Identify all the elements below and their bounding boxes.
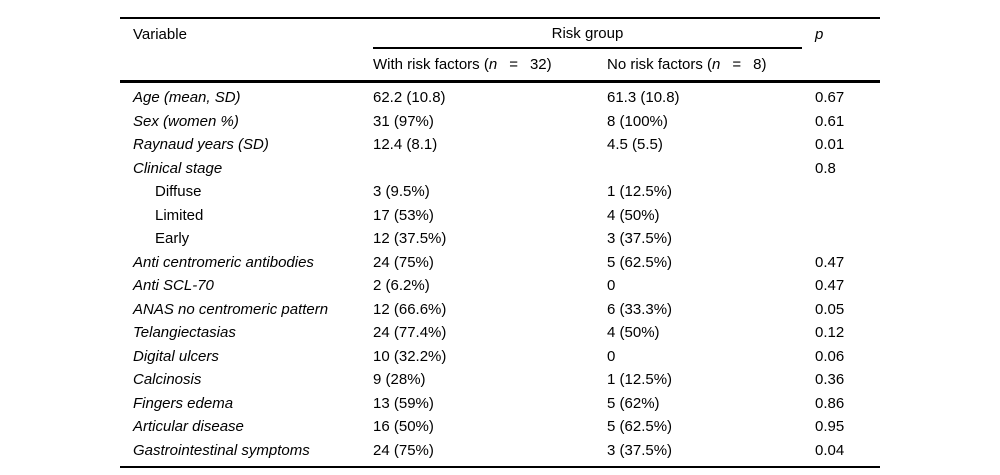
n-count: 8): [753, 56, 767, 73]
equals-sign: =: [732, 56, 742, 73]
no-risk-value: 3 (37.5%): [607, 230, 673, 248]
with-risk-value: 31 (97%): [373, 112, 434, 130]
row-label: Diffuse: [155, 183, 202, 201]
risk-group-spanner-header: Risk group: [373, 19, 802, 49]
table-row: Diffuse 3 (9.5%) 1 (12.5%): [120, 180, 880, 204]
no-risk-value: 4 (50%): [607, 324, 660, 342]
n-symbol: n: [488, 56, 498, 73]
table-row: Gastrointestinal symptoms 24 (75%) 3 (37…: [120, 439, 880, 463]
table-subheader-row: With risk factors (n = 32) No risk factors…: [120, 49, 880, 83]
table-row: Calcinosis 9 (28%) 1 (12.5%) 0.36: [120, 368, 880, 392]
table-row: Fingers edema 13 (59%) 5 (62%) 0.86: [120, 392, 880, 416]
p-value: 0.04: [815, 441, 845, 459]
with-risk-value: 2 (6.2%): [373, 277, 430, 295]
with-risk-value: 12 (37.5%): [373, 230, 447, 248]
with-risk-value: 10 (32.2%): [373, 347, 447, 365]
row-label: Sex (women %): [133, 112, 239, 130]
p-value: 0.86: [815, 394, 845, 412]
with-risk-label-text: With risk factors (: [373, 56, 489, 73]
table-header-row: Variable Risk group p: [120, 19, 880, 49]
row-label: Limited: [155, 206, 204, 224]
table-body: Age (mean, SD) 62.2 (10.8) 61.3 (10.8) 0…: [120, 83, 880, 468]
no-risk-value: 61.3 (10.8): [607, 89, 680, 107]
with-risk-value: 12 (66.6%): [373, 300, 447, 318]
n-count: 32): [529, 56, 552, 73]
table-row: Anti SCL-70 2 (6.2%) 0 0.47: [120, 274, 880, 298]
n-symbol: n: [712, 56, 721, 73]
table-row: Digital ulcers 10 (32.2%) 0 0.06: [120, 345, 880, 369]
variable-column-header: Variable: [133, 25, 187, 43]
p-value: 0.06: [815, 347, 845, 365]
with-risk-value: 9 (28%): [373, 371, 426, 389]
with-risk-value: 62.2 (10.8): [373, 89, 446, 107]
with-risk-value: 16 (50%): [373, 418, 434, 436]
table-row: Anti centromeric antibodies 24 (75%) 5 (…: [120, 251, 880, 275]
p-value: 0.61: [815, 112, 845, 130]
table-row: ANAS no centromeric pattern 12 (66.6%) 6…: [120, 298, 880, 322]
with-risk-value: 24 (75%): [373, 253, 434, 271]
with-risk-factors-column-header: With risk factors (n = 32): [373, 56, 607, 73]
row-label: Raynaud years (SD): [133, 136, 269, 154]
no-risk-value: 1 (12.5%): [607, 183, 673, 201]
no-risk-value: 5 (62.5%): [607, 253, 673, 271]
p-value: 0.05: [815, 300, 845, 318]
with-risk-value: 12.4 (8.1): [373, 136, 438, 154]
row-label: Articular disease: [133, 418, 244, 436]
p-column-header: p: [815, 25, 824, 43]
table-row: Articular disease 16 (50%) 5 (62.5%) 0.9…: [120, 415, 880, 439]
equals-sign: =: [509, 56, 518, 73]
table-row: Telangiectasias 24 (77.4%) 4 (50%) 0.12: [120, 321, 880, 345]
row-label: Fingers edema: [133, 394, 234, 412]
no-risk-value: 5 (62.5%): [607, 418, 673, 436]
row-label: Early: [155, 230, 190, 248]
row-label: Digital ulcers: [133, 347, 219, 365]
no-risk-value: 5 (62%): [607, 394, 660, 412]
no-risk-value: 0: [607, 347, 616, 365]
no-risk-value: 3 (37.5%): [607, 441, 673, 459]
no-risk-value: 4 (50%): [607, 206, 660, 224]
with-risk-value: 24 (75%): [373, 441, 434, 459]
p-value: 0.8: [815, 159, 836, 177]
p-value: 0.01: [815, 136, 845, 154]
table-row: Sex (women %) 31 (97%) 8 (100%) 0.61: [120, 110, 880, 134]
no-risk-value: 0: [607, 277, 616, 295]
p-value: 0.67: [815, 89, 845, 107]
p-value: 0.95: [815, 418, 845, 436]
table-row: Clinical stage 0.8: [120, 157, 880, 181]
risk-group-table: Variable Risk group p With risk factors …: [120, 17, 880, 468]
table-row: Early 12 (37.5%) 3 (37.5%): [120, 227, 880, 251]
table-row: Raynaud years (SD) 12.4 (8.1) 4.5 (5.5) …: [120, 133, 880, 157]
no-risk-label-text: No risk factors (: [607, 56, 713, 73]
no-risk-value: 8 (100%): [607, 112, 668, 130]
with-risk-value: 24 (77.4%): [373, 324, 447, 342]
row-label: Clinical stage: [133, 159, 223, 177]
no-risk-factors-column-header: No risk factors (n = 8): [607, 56, 815, 73]
no-risk-value: 6 (33.3%): [607, 300, 673, 318]
p-value: 0.12: [815, 324, 845, 342]
row-label: Gastrointestinal symptoms: [133, 441, 310, 459]
row-label: Calcinosis: [133, 371, 202, 389]
row-label: ANAS no centromeric pattern: [133, 300, 329, 318]
with-risk-value: 17 (53%): [373, 206, 434, 224]
p-value: 0.47: [815, 277, 845, 295]
table-row: Age (mean, SD) 62.2 (10.8) 61.3 (10.8) 0…: [120, 86, 880, 110]
p-value: 0.47: [815, 253, 845, 271]
row-label: Telangiectasias: [133, 324, 236, 342]
with-risk-value: 13 (59%): [373, 394, 434, 412]
no-risk-value: 1 (12.5%): [607, 371, 673, 389]
row-label: Anti SCL-70: [133, 277, 214, 295]
row-label: Age (mean, SD): [133, 89, 241, 107]
row-label: Anti centromeric antibodies: [133, 253, 314, 271]
with-risk-value: 3 (9.5%): [373, 183, 430, 201]
p-value: 0.36: [815, 371, 845, 389]
no-risk-value: 4.5 (5.5): [607, 136, 663, 154]
table-row: Limited 17 (53%) 4 (50%): [120, 204, 880, 228]
